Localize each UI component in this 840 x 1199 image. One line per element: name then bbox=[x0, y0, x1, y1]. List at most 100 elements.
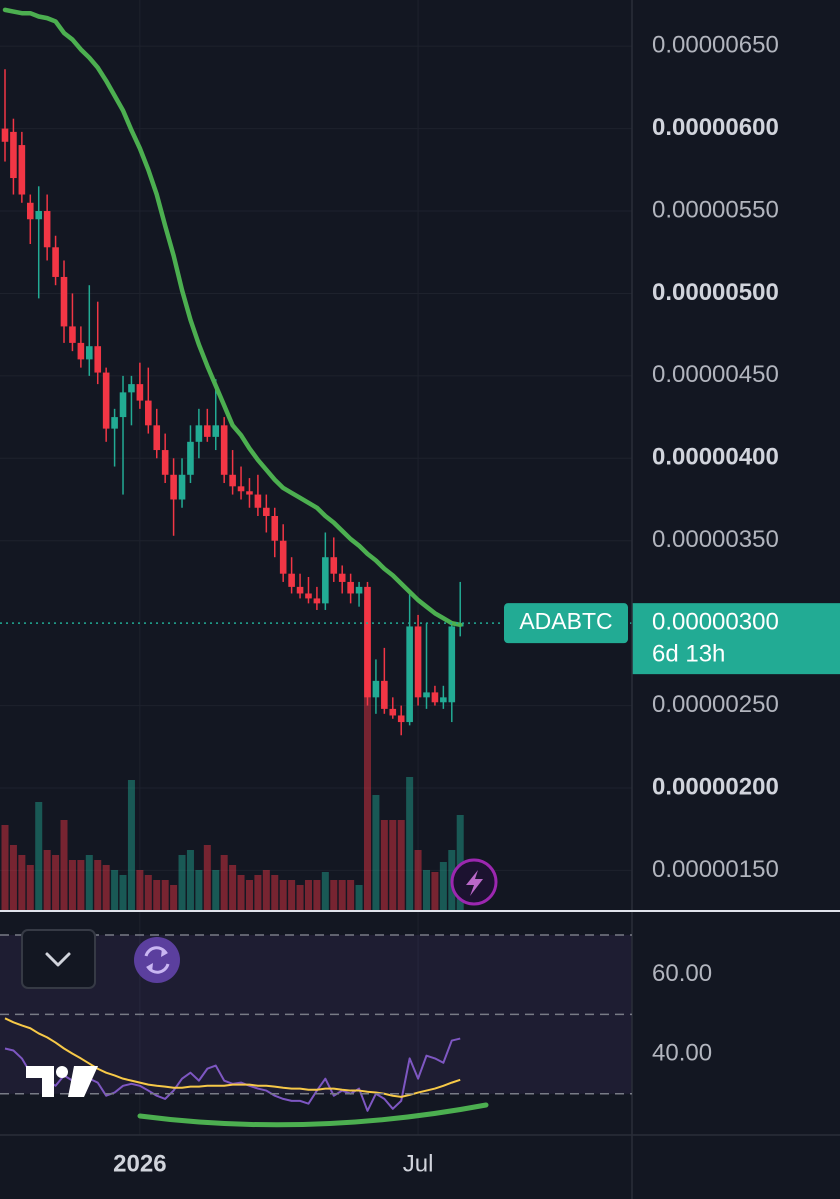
volume-bar bbox=[52, 855, 60, 910]
volume-bar bbox=[304, 880, 312, 910]
volume-bar bbox=[18, 855, 26, 910]
volume-bar bbox=[1, 825, 9, 910]
candle-body bbox=[271, 515, 279, 541]
volume-bar bbox=[313, 880, 321, 910]
y-tick-label: 0.00000500 bbox=[652, 279, 779, 306]
candle-body bbox=[86, 346, 93, 360]
y-tick-label: 0.00000250 bbox=[652, 691, 779, 718]
candle-body bbox=[364, 586, 371, 698]
candle-body bbox=[111, 417, 118, 429]
volume-bar bbox=[406, 777, 414, 910]
volume-bar bbox=[456, 815, 464, 910]
y-tick-label: 0.00000550 bbox=[652, 196, 779, 223]
volume-bar bbox=[77, 860, 85, 910]
volume-bar bbox=[321, 872, 329, 910]
volume-bar bbox=[380, 820, 388, 910]
y-tick-label: 0.00000400 bbox=[652, 444, 779, 471]
last-price-label: 0.00000300 bbox=[652, 608, 779, 635]
volume-bar bbox=[397, 820, 405, 910]
candle-body bbox=[119, 392, 127, 418]
candle-body bbox=[440, 697, 447, 703]
volume-bar bbox=[271, 875, 279, 910]
y-tick-label: 0.00000650 bbox=[652, 32, 779, 59]
volume-bar bbox=[153, 880, 161, 910]
candle-body bbox=[220, 425, 228, 475]
volume-bar bbox=[237, 875, 245, 910]
volume-bar bbox=[203, 845, 211, 910]
candle-body bbox=[145, 400, 152, 426]
symbol-label-box bbox=[504, 603, 628, 644]
volume-bar bbox=[279, 880, 287, 910]
volume-bar bbox=[43, 850, 51, 910]
candle-body bbox=[279, 540, 287, 574]
candle-body bbox=[52, 247, 59, 277]
candle-body bbox=[60, 276, 68, 327]
y-tick-label: 0.00000150 bbox=[652, 856, 779, 883]
tradingview-logo bbox=[26, 1066, 98, 1097]
candle-body bbox=[187, 441, 194, 475]
symbol-label: ADABTC bbox=[519, 608, 612, 634]
candle-body bbox=[18, 145, 26, 195]
volume-bar bbox=[254, 875, 262, 910]
volume-bar bbox=[35, 802, 43, 910]
collapse-button[interactable] bbox=[21, 929, 96, 989]
candle-body bbox=[288, 573, 295, 587]
volume-bar bbox=[414, 850, 422, 910]
candle-body bbox=[355, 586, 363, 594]
volume-bar bbox=[288, 880, 296, 910]
candle-body bbox=[43, 211, 51, 248]
volume-bar bbox=[9, 845, 17, 910]
candle-body bbox=[347, 581, 354, 594]
volume-bar bbox=[111, 870, 119, 910]
candle-body bbox=[414, 626, 422, 698]
volume-bar bbox=[170, 885, 178, 910]
volume-bar bbox=[178, 855, 186, 910]
candle-body bbox=[212, 425, 220, 437]
volume-bar bbox=[330, 880, 338, 910]
volume-bar bbox=[439, 862, 447, 910]
lightning-button[interactable] bbox=[450, 858, 498, 906]
volume-bar bbox=[431, 872, 439, 910]
y-tick-label: 0.00000600 bbox=[652, 114, 779, 141]
volume-bar bbox=[60, 820, 68, 910]
volume-bar bbox=[94, 860, 102, 910]
candle-body bbox=[195, 425, 203, 442]
volume-bar bbox=[119, 875, 127, 910]
volume-bar bbox=[102, 865, 110, 910]
candle-body bbox=[322, 557, 329, 604]
candle-body bbox=[338, 573, 346, 582]
volume-bar bbox=[195, 870, 203, 910]
candle-body bbox=[313, 598, 321, 604]
candle-body bbox=[128, 384, 135, 393]
candle-body bbox=[381, 680, 388, 709]
candle-body bbox=[153, 425, 161, 451]
candle-body bbox=[170, 474, 177, 500]
candle-body bbox=[448, 626, 456, 703]
volume-bar bbox=[245, 880, 253, 910]
volume-bar bbox=[355, 885, 363, 910]
candle-body bbox=[94, 346, 102, 373]
moving-average-line bbox=[2, 7, 463, 628]
candle-body bbox=[178, 474, 186, 500]
x-tick-label: Jul bbox=[403, 1150, 434, 1177]
volume-bar bbox=[68, 860, 76, 910]
volume-bar bbox=[423, 870, 430, 910]
volume-bar bbox=[347, 880, 355, 910]
volume-bar bbox=[389, 820, 397, 910]
candle-body bbox=[204, 425, 211, 437]
y-tick-label: 0.00000450 bbox=[652, 361, 779, 388]
candle-body bbox=[389, 708, 397, 716]
y-tick-label: 40.00 bbox=[652, 1039, 712, 1066]
candle-body bbox=[237, 486, 245, 492]
candle-body bbox=[246, 491, 253, 495]
volume-bar bbox=[26, 865, 34, 910]
candle-body bbox=[423, 692, 430, 698]
refresh-button[interactable] bbox=[134, 937, 180, 983]
drawn-annotation bbox=[137, 1102, 489, 1128]
candle-body bbox=[372, 680, 380, 698]
y-tick-label: 0.00000200 bbox=[652, 773, 779, 800]
candle-body bbox=[10, 131, 17, 179]
volume-bar bbox=[363, 600, 371, 910]
volume-bar bbox=[186, 850, 194, 910]
